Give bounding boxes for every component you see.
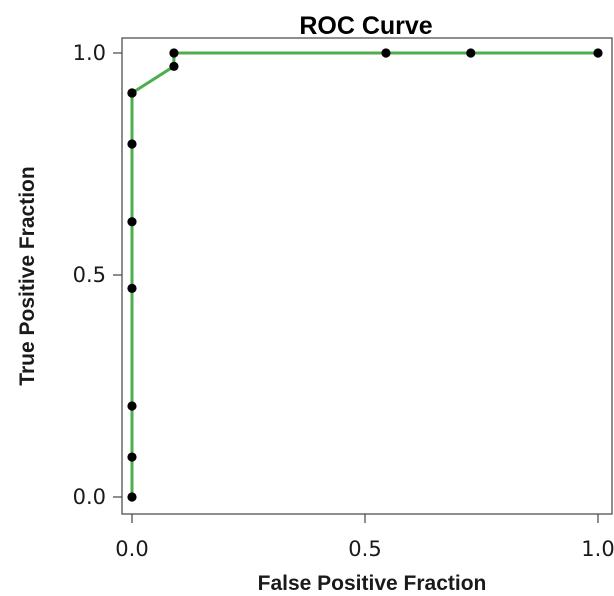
y-tick-label: 1.0 [73,41,106,65]
roc-point [127,492,137,502]
roc-point [127,283,137,293]
y-tick-label: 0.0 [73,485,106,509]
roc-point [127,217,137,227]
plot-frame [121,37,613,515]
roc-point [127,452,137,462]
roc-point [593,48,603,58]
roc-point [381,48,391,58]
x-tick-label: 0.5 [348,537,381,561]
x-axis: 0.0 0.5 1.0 [115,514,614,561]
roc-curve-line [130,51,598,497]
roc-point [127,139,137,149]
roc-points [127,48,603,502]
roc-point [169,61,179,71]
y-axis-label: True Positive Fraction [16,166,39,385]
roc-point [127,401,137,411]
x-tick-label: 1.0 [581,537,614,561]
x-tick-label: 0.0 [115,537,148,561]
chart-title: ROC Curve [299,12,432,40]
roc-point [127,88,137,98]
y-axis: 0.0 0.5 1.0 [73,41,122,509]
roc-point [169,48,179,58]
x-axis-label: False Positive Fraction [258,572,487,595]
y-tick-label: 0.5 [73,263,106,287]
roc-point [466,48,476,58]
